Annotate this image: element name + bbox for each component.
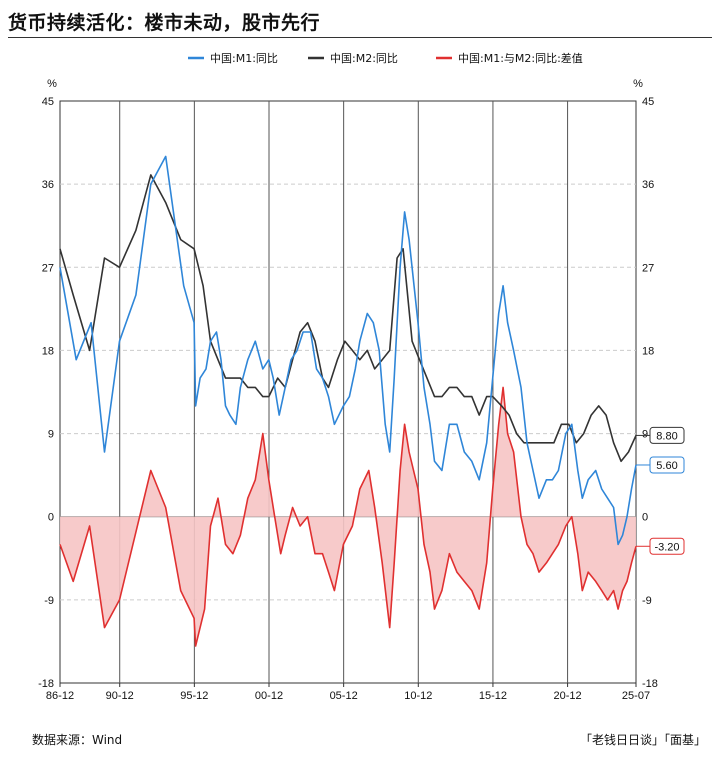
legend-label-0: 中国:M1:同比 (210, 52, 278, 65)
legend-label-2: 中国:M1:与M2:同比:差值 (458, 51, 583, 65)
series-area-2 (60, 387, 636, 646)
end-tag-label-0: 5.60 (656, 460, 677, 472)
y-tick-label-right: 27 (642, 262, 654, 274)
y-tick-label-right: -9 (642, 595, 652, 607)
y-tick-label-right: 18 (642, 345, 654, 357)
series-line-2 (59, 386, 637, 647)
y-tick-label-left: 27 (42, 262, 54, 274)
y-tick-label-left: -18 (38, 678, 54, 690)
x-tick-label: 05-12 (330, 690, 358, 702)
y-tick-label-right: 36 (642, 179, 654, 191)
x-tick-label: 00-12 (255, 690, 283, 702)
y-tick-label-left: -9 (44, 595, 54, 607)
title-divider (8, 37, 712, 38)
credit-text: 「老钱日日谈」「面基」 (579, 733, 706, 747)
plot-frame (59, 100, 637, 684)
x-tick-label: 25-07 (622, 690, 650, 702)
y-tick-label-right: -18 (642, 678, 658, 690)
end-tag-box-2 (649, 537, 685, 555)
y-tick-label-left: 36 (42, 179, 54, 191)
x-tick-label: 10-12 (404, 690, 432, 702)
x-tick-label: 90-12 (106, 690, 134, 702)
end-tag-box-0 (649, 456, 685, 474)
y-tick-label-right: 0 (642, 512, 648, 524)
legend-label-1: 中国:M2:同比 (330, 52, 398, 65)
y-tick-label-right: 9 (642, 429, 648, 441)
y-tick-label-left: 9 (48, 429, 54, 441)
y-tick-label-left: 0 (48, 512, 54, 524)
y-tick-label-left: 18 (42, 345, 54, 357)
x-tick-label: 15-12 (479, 690, 507, 702)
y-unit-right: % (633, 78, 643, 90)
chart-title: 货币持续活化：楼市未动，股市先行 (8, 12, 321, 34)
x-tick-label: 86-12 (46, 690, 74, 702)
x-tick-label: 95-12 (180, 690, 208, 702)
series-line-1 (59, 174, 637, 463)
series-line-0 (59, 155, 637, 546)
end-tag-label-1: 8.80 (656, 430, 677, 442)
end-tag-box-1 (649, 426, 685, 444)
y-unit-left: % (47, 78, 57, 90)
y-tick-label-right: 45 (642, 96, 654, 108)
end-tag-label-2: -3.20 (654, 541, 679, 553)
x-tick-label: 20-12 (554, 690, 582, 702)
y-tick-label-left: 45 (42, 96, 54, 108)
data-source: 数据来源：Wind (32, 733, 123, 747)
